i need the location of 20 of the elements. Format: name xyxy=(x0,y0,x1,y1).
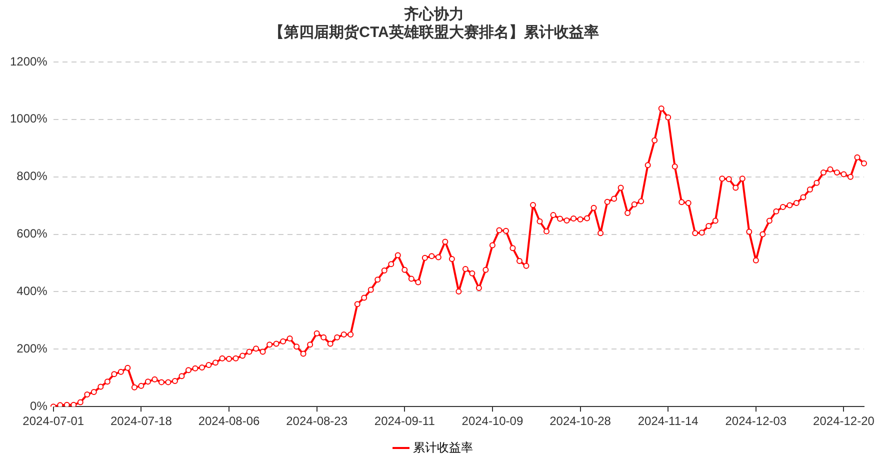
y-tick-label: 800% xyxy=(16,169,48,184)
x-tick-label: 2024-09-11 xyxy=(374,414,436,428)
x-tick-label: 2024-08-23 xyxy=(286,414,348,428)
y-tick-label: 1200% xyxy=(10,54,48,68)
x-tick-label: 2024-12-20 xyxy=(813,414,875,428)
y-tick-label: 400% xyxy=(16,284,48,298)
x-tick-label: 2024-08-06 xyxy=(198,414,260,428)
x-tick-label: 2024-07-18 xyxy=(110,414,172,428)
x-tick-label: 2024-10-28 xyxy=(550,414,612,428)
chart-subtitle: 【第四届期货CTA英雄联盟大赛排名】累计收益率 xyxy=(269,23,599,42)
x-tick-label: 2024-12-03 xyxy=(725,414,787,428)
chart-title: 齐心协力 xyxy=(404,5,464,24)
y-tick-label: 1000% xyxy=(10,112,48,126)
legend-label: 累计收益率 xyxy=(413,440,473,454)
x-tick-label: 2024-07-01 xyxy=(22,414,84,428)
x-tick-label: 2024-11-14 xyxy=(638,414,699,428)
y-tick-label: 600% xyxy=(16,226,48,241)
x-tick-label: 2024-10-09 xyxy=(462,414,524,428)
y-tick-label: 200% xyxy=(16,341,48,356)
y-tick-label: 0% xyxy=(30,398,48,413)
